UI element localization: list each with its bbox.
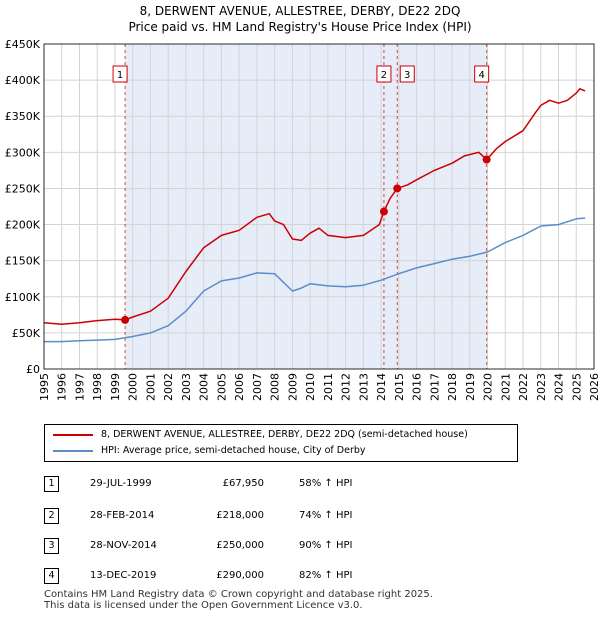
sale-price: £250,000 [216, 540, 264, 551]
sale-label-box [474, 65, 490, 83]
y-tick-label: £200K [5, 219, 41, 232]
x-tick-label: 2014 [375, 373, 388, 401]
x-tick-label: 2018 [446, 373, 459, 401]
x-tick-label: 2006 [233, 373, 246, 401]
y-tick-label: £400K [5, 74, 41, 87]
ownership-band [125, 44, 487, 369]
sale-label-number: 4 [478, 70, 484, 81]
price-chart: 1 2 3 4 £0 £50K £100K £150K £200K £250K £300K £350K… [5, 38, 600, 401]
sale-point [482, 155, 491, 164]
x-tick-label: 2021 [499, 373, 512, 401]
x-tick-label: 2000 [127, 373, 140, 401]
legend-label-hpi: HPI: Average price, semi-detached house,… [101, 445, 366, 456]
sale-number: 1 [44, 476, 59, 492]
x-tick-label: 2020 [482, 373, 495, 401]
chart-title-line-2: Price paid vs. HM Land Registry's House … [128, 20, 472, 34]
x-tick-label: 2015 [393, 373, 406, 401]
table-row: 2 28-FEB-2014 £218,000 74% ↑ HPI [44, 508, 564, 524]
y-tick-label: £150K [5, 255, 41, 268]
sale-label-box [399, 65, 415, 83]
sale-hpi: 90% ↑ HPI [299, 540, 353, 551]
x-tick-label: 2026 [588, 373, 600, 401]
x-tick-label: 2024 [553, 373, 566, 401]
sale-label-number: 1 [117, 70, 123, 81]
sale-date: 28-FEB-2014 [90, 510, 155, 521]
table-row: 4 13-DEC-2019 £290,000 82% ↑ HPI [44, 568, 564, 584]
y-tick-label: £450K [5, 38, 41, 51]
x-tick-label: 2011 [322, 373, 335, 401]
x-tick-label: 2009 [286, 373, 299, 401]
sale-date: 13-DEC-2019 [90, 570, 157, 581]
y-tick-label: £100K [5, 291, 41, 304]
sale-point [121, 315, 130, 324]
sale-label-number: 2 [381, 70, 387, 81]
footer-licence: This data is licensed under the Open Gov… [44, 600, 363, 611]
x-tick-label: 2008 [269, 373, 282, 401]
x-tick-label: 2019 [464, 373, 477, 401]
y-tick-label: £50K [12, 327, 41, 340]
x-tick-label: 2025 [570, 373, 583, 401]
x-tick-label: 2001 [144, 373, 157, 401]
x-tick-label: 2013 [357, 373, 370, 401]
x-tick-label: 2010 [304, 373, 317, 401]
sale-point [393, 184, 402, 193]
x-tick-label: 2017 [428, 373, 441, 401]
sale-label-number: 3 [404, 70, 410, 81]
x-tick-label: 2022 [517, 373, 530, 401]
x-tick-label: 2002 [162, 373, 175, 401]
x-tick-label: 2016 [411, 373, 424, 401]
legend-swatch-hpi [53, 450, 93, 452]
sale-price: £67,950 [222, 478, 264, 489]
sale-hpi: 58% ↑ HPI [299, 478, 353, 489]
sale-number: 2 [44, 508, 59, 524]
sale-label-box [112, 65, 128, 83]
sale-hpi: 74% ↑ HPI [299, 510, 353, 521]
sale-date: 28-NOV-2014 [90, 540, 157, 551]
table-row: 3 28-NOV-2014 £250,000 90% ↑ HPI [44, 538, 564, 554]
y-tick-label: £300K [5, 146, 41, 159]
x-tick-label: 2004 [198, 373, 211, 401]
table-row: 1 29-JUL-1999 £67,950 58% ↑ HPI [44, 476, 564, 492]
x-tick-label: 1999 [109, 373, 122, 401]
sale-price: £290,000 [216, 570, 264, 581]
sale-point [379, 207, 388, 216]
x-tick-label: 2005 [215, 373, 228, 401]
chart-title-line-1: 8, DERWENT AVENUE, ALLESTREE, DERBY, DE2… [139, 4, 461, 18]
y-tick-label: £0 [26, 363, 40, 376]
footer-copyright: Contains HM Land Registry data © Crown c… [44, 589, 433, 600]
legend-label-property: 8, DERWENT AVENUE, ALLESTREE, DERBY, DE2… [101, 429, 468, 440]
x-tick-label: 2012 [340, 373, 353, 401]
sale-number: 3 [44, 538, 59, 554]
x-tick-label: 2003 [180, 373, 193, 401]
property-price-line [43, 88, 586, 325]
x-tick-label: 2023 [535, 373, 548, 401]
hpi-line [44, 217, 586, 343]
legend-swatch-property [53, 434, 93, 436]
legend: 8, DERWENT AVENUE, ALLESTREE, DERBY, DE2… [44, 424, 518, 462]
y-tick-label: £350K [5, 110, 41, 123]
plot-frame [43, 43, 595, 370]
sale-label-box [376, 65, 392, 83]
x-tick-label: 2007 [251, 373, 264, 401]
sale-hpi: 82% ↑ HPI [299, 570, 353, 581]
x-tick-label: 1998 [91, 373, 104, 401]
y-tick-label: £250K [5, 182, 41, 195]
sale-number: 4 [44, 568, 59, 584]
x-tick-label: 1995 [38, 373, 51, 401]
x-tick-label: 1996 [56, 373, 69, 401]
sale-date: 29-JUL-1999 [90, 478, 152, 489]
x-tick-label: 1997 [73, 373, 86, 401]
sale-price: £218,000 [216, 510, 264, 521]
